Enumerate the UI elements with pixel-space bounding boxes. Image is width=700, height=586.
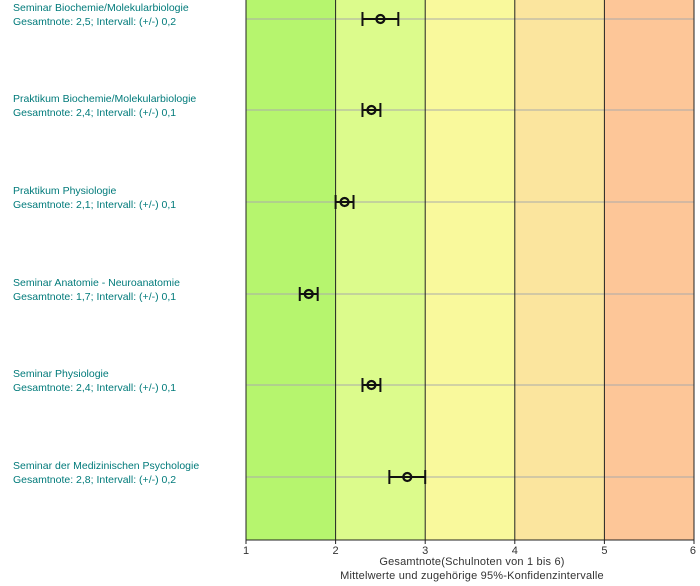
row-label-name-4: Seminar Anatomie - Neuroanatomie: [13, 277, 180, 289]
grade-bands: [246, 0, 694, 540]
row-label-stat-6: Gesamtnote: 2,8; Intervall: (+/-) 0,2: [13, 474, 176, 486]
x-tick-label-1: 1: [243, 545, 249, 557]
row-label-name-2: Praktikum Biochemie/Molekularbiologie: [13, 93, 196, 105]
row-label-stat-2: Gesamtnote: 2,4; Intervall: (+/-) 0,1: [13, 107, 176, 119]
row-label-name-5: Seminar Physiologie: [13, 368, 109, 380]
grade-band-4: [514, 0, 605, 540]
interval-mark-4: [298, 287, 319, 301]
x-axis-title: Gesamtnote(Schulnoten von 1 bis 6): [379, 556, 564, 568]
x-tick-label-3: 3: [422, 545, 428, 557]
x-axis-subtitle: Mittelwerte und zugehörige 95%-Konfidenz…: [340, 570, 604, 582]
interval-mark-2: [361, 103, 382, 117]
grade-band-1: [246, 0, 336, 540]
x-tick-label-6: 6: [690, 545, 696, 557]
interval-mark-5: [361, 378, 382, 392]
grade-band-5: [604, 0, 694, 540]
x-axis-ticks: 1 2 3 4 5 6: [243, 540, 696, 557]
interval-mark-3: [334, 195, 355, 209]
mean-point: [366, 379, 377, 391]
row-labels: Seminar Biochemie/Molekularbiologie Gesam…: [13, 2, 199, 486]
mean-point: [366, 104, 377, 116]
mean-point: [303, 288, 314, 300]
x-tick-label-2: 2: [333, 545, 339, 557]
plot-frame: [245, 0, 695, 541]
x-tick-label-5: 5: [601, 545, 607, 557]
grade-band-2: [335, 0, 426, 540]
row-label-stat-1: Gesamtnote: 2,5; Intervall: (+/-) 0,2: [13, 16, 176, 28]
row-gridlines: [246, 18, 694, 478]
interval-mark-1: [361, 12, 400, 26]
row-label-name-1: Seminar Biochemie/Molekularbiologie: [13, 2, 189, 14]
interval-mark-6: [388, 470, 427, 484]
row-label-stat-4: Gesamtnote: 1,7; Intervall: (+/-) 0,1: [13, 291, 176, 303]
row-label-stat-5: Gesamtnote: 2,4; Intervall: (+/-) 0,1: [13, 382, 176, 394]
row-label-name-6: Seminar der Medizinischen Psychologie: [13, 460, 199, 472]
mean-point: [375, 13, 386, 25]
mean-point: [339, 196, 350, 208]
grade-band-3: [425, 0, 515, 540]
x-tick-label-4: 4: [512, 545, 518, 557]
mean-point: [402, 471, 413, 483]
row-label-stat-3: Gesamtnote: 2,1; Intervall: (+/-) 0,1: [13, 199, 176, 211]
data-marks: [298, 12, 427, 484]
row-label-name-3: Praktikum Physiologie: [13, 185, 116, 197]
